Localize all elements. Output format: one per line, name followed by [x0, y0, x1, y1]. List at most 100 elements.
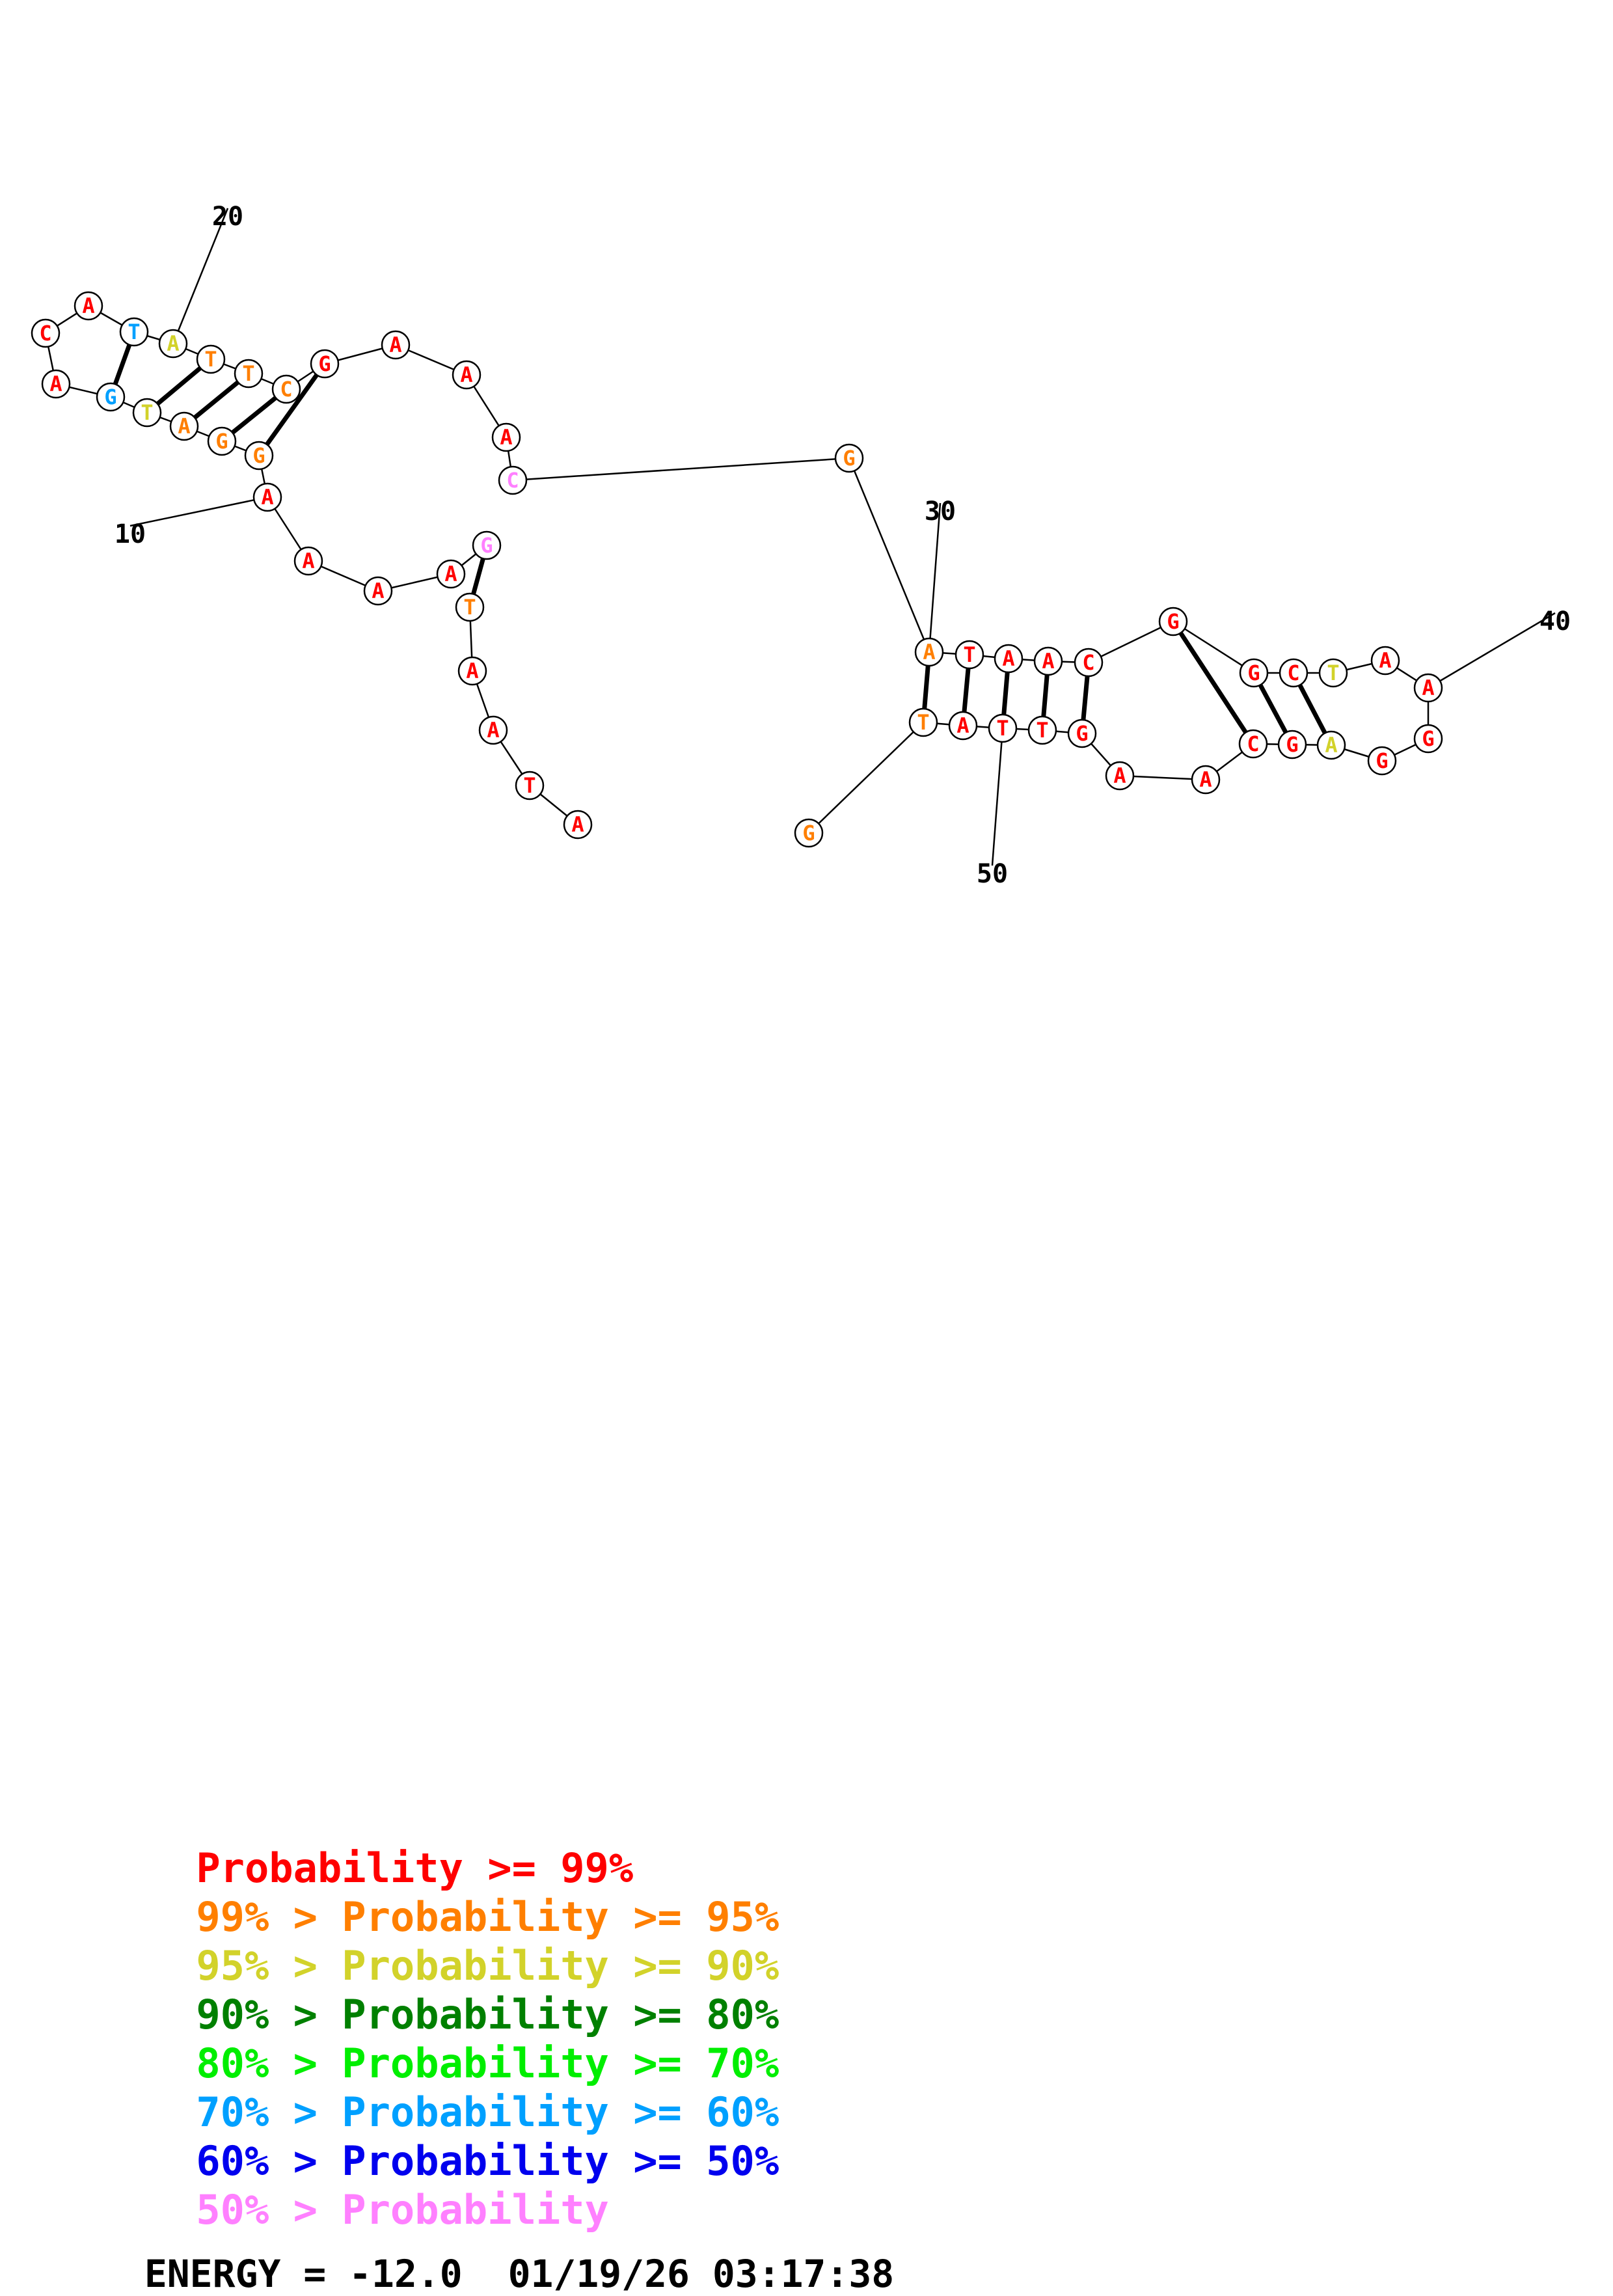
nucleotide-letter: G: [1286, 732, 1298, 757]
nucleotide-letter: A: [1379, 648, 1391, 673]
position-label-50: 50: [977, 859, 1008, 889]
nucleotide-letter: C: [506, 468, 519, 493]
nucleotide-circle: [158, 329, 188, 359]
nucleotide-circle: [1105, 761, 1135, 791]
nucleotide-letter: A: [389, 333, 401, 357]
nucleotide-circle: [1318, 658, 1348, 688]
nucleotide-circle: [381, 330, 411, 360]
energy-footer: ENERGY = -12.0 01/19/26 03:17:38: [99, 2217, 894, 2293]
nucleotide-letter: A: [1199, 767, 1212, 792]
nucleotide-46: A: [1191, 765, 1221, 795]
nucleotide-18: A: [74, 291, 103, 321]
nucleotide-letter: A: [1042, 649, 1054, 674]
nucleotide-letter: G: [1376, 748, 1388, 773]
nucleotide-51: A: [948, 711, 978, 741]
nucleotide-35: G: [1158, 607, 1188, 636]
nucleotide-39: A: [1370, 646, 1400, 676]
nucleotide-circle: [914, 637, 944, 667]
nucleotide-circle: [1316, 730, 1346, 760]
base-pair-line: [1171, 620, 1255, 745]
position-label-20: 20: [212, 202, 243, 232]
nucleotide-letter: G: [1076, 721, 1088, 746]
nucleotide-circle: [1074, 648, 1104, 677]
position-label-30: 30: [925, 497, 956, 526]
position-ticks: 10 20 30 40 50: [115, 202, 1571, 889]
nucleotide-letter: G: [1247, 661, 1260, 685]
nucleotide-letter: A: [372, 579, 384, 603]
nucleotide-36: G: [1239, 658, 1269, 688]
nucleotide-letter: C: [1082, 650, 1094, 675]
nucleotide-circle: [271, 374, 301, 404]
position-label-10: 10: [115, 519, 146, 549]
nucleotide-letter: A: [49, 372, 62, 396]
nucleotide-16: A: [41, 369, 71, 399]
nucleotide-6: G: [472, 530, 502, 560]
nucleotide-circle: [478, 715, 508, 745]
tick-leader-line: [1428, 612, 1556, 689]
nucleotide-circle: [472, 530, 502, 560]
nucleotide-circle: [1067, 718, 1097, 748]
nucleotide-31: T: [955, 640, 984, 670]
timestamp: 01/19/26 03:17:38: [508, 2252, 895, 2296]
nucleotide-50: T: [988, 713, 1018, 743]
nucleotide-circle: [1370, 646, 1400, 676]
nucleotide-42: G: [1367, 746, 1397, 776]
nucleotide-circle: [1033, 646, 1063, 676]
nucleotide-letter: G: [318, 351, 331, 376]
nucleotide-circle: [196, 344, 226, 374]
nucleotide-circle: [455, 592, 485, 622]
nucleotide-circle: [74, 291, 103, 321]
nucleotide-circle: [244, 441, 274, 471]
nucleotide-letter: T: [141, 400, 153, 425]
nucleotide-circle: [498, 465, 528, 495]
nucleotide-24: G: [310, 349, 340, 379]
nucleotide-letter: T: [523, 773, 535, 798]
nucleotide-circle: [1279, 658, 1308, 688]
nucleotide-circle: [794, 818, 824, 848]
nucleotide-22: T: [234, 359, 264, 389]
nucleotide-circle: [1238, 729, 1268, 759]
nucleotide-21: T: [196, 344, 226, 374]
nucleotide-circle: [1413, 724, 1443, 754]
nucleotide-letter: A: [1422, 676, 1434, 700]
nucleotide-13: A: [169, 411, 199, 441]
nucleotide-circle: [132, 398, 162, 428]
nucleotide-52: T: [908, 707, 938, 737]
nucleotide-letter: A: [1325, 733, 1337, 758]
nucleotide-15: G: [96, 382, 126, 412]
nucleotide-letter: A: [571, 812, 584, 837]
nucleotide-letter: A: [500, 425, 512, 450]
nucleotide-letter: G: [104, 385, 116, 409]
nucleotide-33: A: [1033, 646, 1063, 676]
nucleotide-letter: G: [843, 446, 855, 471]
nucleotide-30: A: [914, 637, 944, 667]
nucleotide-letter: G: [1167, 609, 1179, 634]
nucleotide-circle: [994, 644, 1023, 674]
nucleotide-letter: T: [242, 361, 254, 386]
nucleotide-19: T: [119, 317, 149, 347]
nucleotide-letter: C: [1247, 731, 1259, 756]
nucleotide-letter: A: [444, 562, 457, 586]
nucleotide-letter: T: [1327, 661, 1339, 685]
nucleotide-circle: [436, 559, 466, 589]
nucleotide-circle: [834, 443, 864, 473]
nucleotide-circle: [955, 640, 984, 670]
nucleotide-circle: [1158, 607, 1188, 636]
nucleotide-circle: [119, 317, 149, 347]
nucleotide-circle: [1027, 715, 1057, 745]
tick-leader-line: [129, 496, 268, 527]
nucleotide-letter: A: [460, 362, 472, 387]
nucleotide-letter: A: [1002, 646, 1014, 671]
tick-leader-line: [928, 502, 942, 653]
nucleotide-circle: [41, 369, 71, 399]
nucleotide-circle: [515, 771, 545, 800]
nucleotide-28: C: [498, 465, 528, 495]
nucleotide-letter: A: [923, 640, 935, 664]
base-pair-line: [257, 362, 327, 458]
backbone-segment: [512, 457, 850, 482]
nucleotide-11: G: [244, 441, 274, 471]
nucleotide-letter: G: [252, 443, 265, 468]
nucleotide-26: A: [452, 360, 481, 390]
nucleotide-1: A: [563, 810, 593, 840]
